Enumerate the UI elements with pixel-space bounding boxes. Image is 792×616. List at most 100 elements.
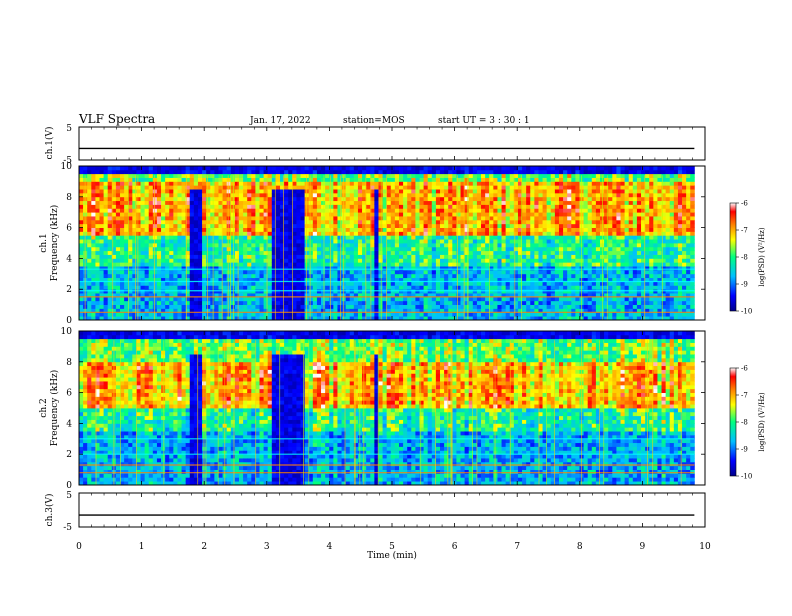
- spectrogram-cell: [100, 212, 105, 216]
- spectrogram-cell: [317, 285, 322, 289]
- spectrogram-cell: [136, 216, 141, 220]
- spectrogram-cell: [173, 178, 178, 182]
- spectrogram-cell: [124, 258, 129, 262]
- spectrogram-cell: [456, 216, 461, 220]
- spectrogram-cell: [440, 166, 445, 170]
- spectrogram-cell: [444, 197, 449, 201]
- spectrogram-cell: [235, 243, 240, 247]
- spectrogram-cell: [477, 212, 482, 216]
- spectrogram-cell: [563, 174, 568, 178]
- spectrogram-cell: [563, 166, 568, 170]
- spectrogram-cell: [243, 274, 248, 278]
- spectrogram-cell: [489, 274, 494, 278]
- spectrogram-cell: [292, 235, 297, 239]
- spectrogram-cell: [165, 189, 170, 193]
- spectrogram-cell: [559, 297, 564, 301]
- spectrogram-cell: [292, 258, 297, 262]
- spectrogram-cell: [387, 224, 392, 228]
- spectrogram-cell: [165, 270, 170, 274]
- spectrogram-cell: [260, 178, 265, 182]
- spectrogram-cell: [485, 224, 490, 228]
- spectrogram-cell: [514, 170, 519, 174]
- spectrogram-cell: [169, 212, 174, 216]
- spectrogram-cell: [325, 231, 330, 235]
- spectrogram-cell: [120, 251, 125, 255]
- spectrogram-cell: [239, 178, 244, 182]
- spectrogram-cell: [206, 170, 211, 174]
- spectrogram-cell: [473, 285, 478, 289]
- spectrogram-cell: [87, 205, 92, 209]
- spectrogram-cell: [526, 178, 531, 182]
- spectrogram-cell: [132, 282, 137, 286]
- spectrogram-cell: [247, 170, 252, 174]
- spectrogram-cell: [354, 197, 359, 201]
- spectrogram-cell: [387, 258, 392, 262]
- spectrogram-cell: [87, 220, 92, 224]
- spectrogram-cell: [313, 231, 318, 235]
- spectrogram-cell: [313, 220, 318, 224]
- spectrogram-cell: [165, 208, 170, 212]
- spectrogram-cell: [506, 216, 511, 220]
- spectrogram-cell: [420, 178, 425, 182]
- spectrogram-cell: [317, 305, 322, 309]
- spectrogram-cell: [354, 166, 359, 170]
- spectrogram-cell: [436, 185, 441, 189]
- spectrogram-cell: [571, 193, 576, 197]
- spectrogram-cell: [132, 201, 137, 205]
- spectrogram-cell: [374, 193, 379, 197]
- spectrogram-cell: [571, 239, 576, 243]
- spectrogram-cell: [420, 224, 425, 228]
- spectrogram-cell: [575, 285, 580, 289]
- spectrogram-cell: [415, 174, 420, 178]
- spectrogram-cell: [465, 185, 470, 189]
- spectrogram-cell: [206, 231, 211, 235]
- spectrogram-cell: [448, 224, 453, 228]
- spectrogram-cell: [473, 181, 478, 185]
- spectrogram-cell: [260, 235, 265, 239]
- spectrogram-cell: [333, 301, 338, 305]
- spectrogram-cell: [100, 258, 105, 262]
- spectrogram-cell: [276, 228, 281, 232]
- spectrogram-cell: [559, 274, 564, 278]
- spectrogram-cell: [456, 239, 461, 243]
- spectrogram-cell: [161, 243, 166, 247]
- spectrogram-cell: [321, 185, 326, 189]
- spectrogram-cell: [145, 274, 150, 278]
- spectrogram-cell: [346, 235, 351, 239]
- spectrogram-cell: [104, 270, 109, 274]
- spectrogram-cell: [584, 189, 589, 193]
- spectrogram-cell: [255, 282, 260, 286]
- spectrogram-cell: [255, 181, 260, 185]
- spectrogram-cell: [588, 216, 593, 220]
- spectrogram-cell: [333, 231, 338, 235]
- spectrogram-cell: [456, 247, 461, 251]
- spectrogram-cell: [247, 282, 252, 286]
- spectrogram-cell: [395, 193, 400, 197]
- spectrogram-cell: [403, 197, 408, 201]
- spectrogram-cell: [473, 193, 478, 197]
- spectrogram-cell: [497, 178, 502, 182]
- spectrogram-cell: [489, 193, 494, 197]
- spectrogram-cell: [428, 201, 433, 205]
- spectrogram-cell: [309, 274, 314, 278]
- spectrogram-cell: [465, 212, 470, 216]
- spectrogram-cell: [346, 197, 351, 201]
- spectrogram-cell: [481, 255, 486, 259]
- spectrogram-cell: [547, 189, 552, 193]
- spectrogram-cell: [547, 297, 552, 301]
- spectrogram-cell: [149, 305, 154, 309]
- spectrogram-cell: [214, 247, 219, 251]
- spectrogram-cell: [255, 216, 260, 220]
- spectrogram-cell: [502, 212, 507, 216]
- spectrogram-cell: [477, 228, 482, 232]
- spectrogram-cell: [95, 193, 100, 197]
- spectrogram-cell: [317, 258, 322, 262]
- spectrogram-cell: [575, 205, 580, 209]
- spectrogram-cell: [506, 282, 511, 286]
- spectrogram-cell: [276, 197, 281, 201]
- spectrogram-cell: [202, 301, 207, 305]
- spectrogram-cell: [403, 235, 408, 239]
- spectrogram-cell: [190, 231, 195, 235]
- spectrogram-cell: [350, 255, 355, 259]
